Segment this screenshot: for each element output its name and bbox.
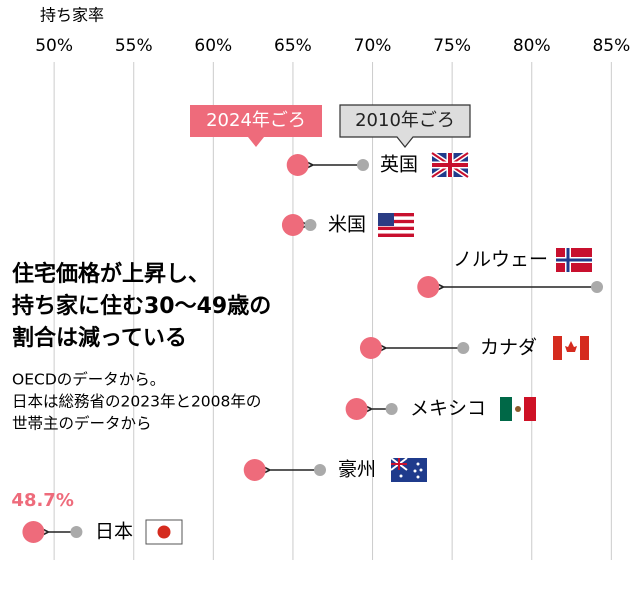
flag	[432, 153, 468, 177]
dot-2024	[345, 398, 368, 420]
flag	[416, 462, 420, 466]
x-tick-label: 60%	[194, 36, 232, 56]
value-label: 48.7%	[11, 490, 73, 511]
flag	[399, 474, 403, 478]
x-tick-label: 75%	[433, 36, 471, 56]
legend-label: 2024年ごろ	[206, 110, 306, 131]
flag	[580, 336, 589, 360]
flag	[145, 519, 183, 545]
flag	[378, 213, 414, 237]
category-label: ノルウェー	[453, 249, 548, 271]
x-tick-label: 85%	[592, 36, 630, 56]
headline: 割合は減っている	[12, 325, 187, 351]
dot-2024	[281, 214, 304, 236]
x-tick-label: 70%	[354, 36, 392, 56]
note: OECDのデータから。	[12, 370, 165, 389]
flag	[390, 457, 427, 482]
category-label: メキシコ	[410, 398, 486, 420]
x-tick-label: 55%	[115, 36, 153, 56]
x-tick-label: 65%	[274, 36, 312, 56]
legend-label: 2010年ごろ	[355, 110, 455, 131]
dot-2024	[417, 276, 440, 298]
note: 日本は総務省の2023年と2008年の	[12, 393, 261, 411]
legend-box	[190, 105, 322, 147]
flag	[416, 475, 420, 479]
flag	[378, 230, 414, 234]
flag	[553, 336, 562, 360]
dot-2010	[70, 526, 83, 538]
note: 世帯主のデータから	[12, 414, 152, 433]
flag	[430, 150, 470, 180]
flag	[378, 219, 414, 224]
category-label: 日本	[95, 521, 133, 543]
flag	[419, 468, 423, 472]
flag	[378, 226, 414, 231]
flag	[556, 248, 592, 272]
dot-2024	[22, 521, 45, 543]
flag	[515, 406, 521, 412]
dot-2010	[385, 403, 398, 415]
flag	[391, 458, 407, 470]
headline: 住宅価格が上昇し、	[12, 261, 210, 287]
headline: 持ち家に住む30〜49歳の	[12, 293, 271, 319]
flag	[553, 336, 589, 360]
flag	[378, 233, 414, 237]
legend-box	[339, 104, 471, 148]
flag	[157, 525, 171, 539]
flag	[378, 213, 414, 217]
flag	[524, 397, 536, 421]
dot-2010	[591, 281, 604, 293]
flag	[378, 216, 414, 220]
dot-2024	[286, 154, 309, 176]
dot-2010	[304, 219, 317, 231]
flag	[500, 397, 512, 421]
dot-2024	[359, 337, 382, 359]
category-label: 英国	[380, 154, 418, 176]
x-tick-label: 80%	[513, 36, 551, 56]
category-label: カナダ	[480, 337, 537, 359]
dot-2010	[356, 159, 369, 171]
dot-2010	[457, 342, 470, 354]
x-tick-label: 50%	[35, 36, 73, 56]
category-label: 豪州	[338, 459, 376, 481]
flag	[413, 469, 417, 473]
flag	[378, 213, 394, 226]
dot-2010	[314, 464, 326, 476]
flag	[378, 223, 414, 227]
flag	[145, 519, 183, 545]
flag	[500, 397, 536, 421]
axis-title: 持ち家率	[40, 6, 104, 25]
flag	[556, 248, 592, 272]
flag	[565, 341, 577, 352]
dot-2024	[243, 459, 266, 481]
category-label: 米国	[328, 214, 366, 236]
